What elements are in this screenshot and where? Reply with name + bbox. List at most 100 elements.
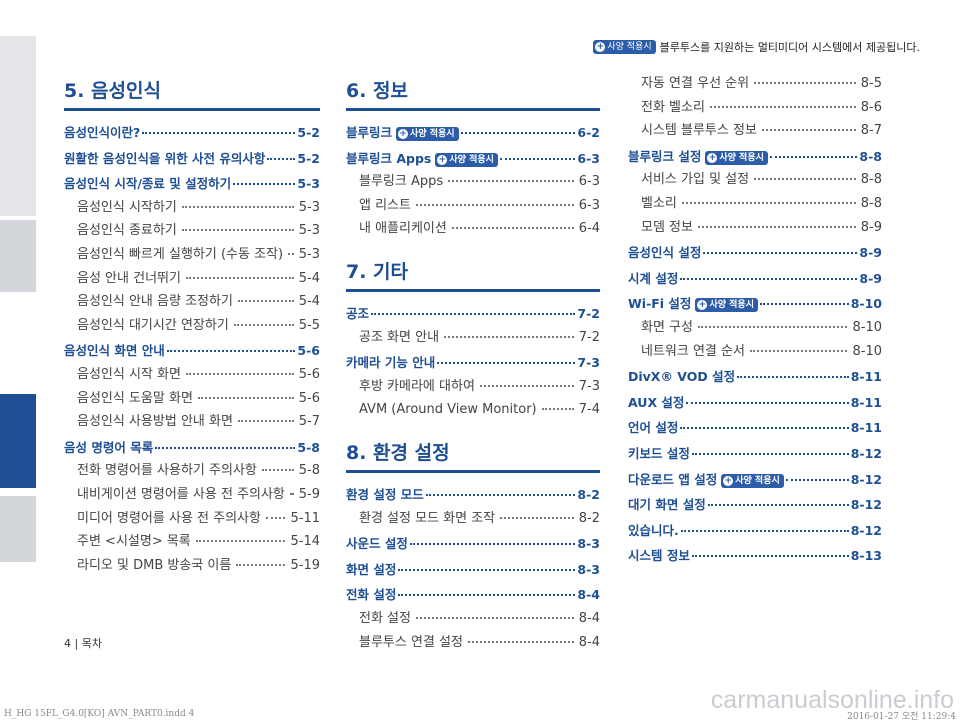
toc-heading[interactable]: AUX 설정 8-11 (628, 391, 882, 415)
toc-item[interactable]: 음성인식 빠르게 실행하기 (수동 조작) 5-3 (64, 243, 320, 267)
toc-item[interactable]: 전화 명령어를 사용하기 주의사항 5-8 (64, 459, 320, 483)
spec-badge: + 사양 적용시 (721, 473, 784, 488)
toc-item[interactable]: 앱 리스트 6-3 (346, 194, 600, 218)
toc-item[interactable]: 화면 구성 8-10 (628, 316, 882, 340)
toc-item[interactable]: 벨소리 8-8 (628, 192, 882, 216)
toc-heading[interactable]: 블루링크 Apps + 사양 적용시 6-3 (346, 147, 600, 171)
toc-item[interactable]: AVM (Around View Monitor) 7-4 (346, 398, 600, 422)
toc-heading[interactable]: 음성인식이란? 5-2 (64, 121, 320, 145)
toc-heading[interactable]: 카메라 기능 안내 7-3 (346, 351, 600, 375)
toc-item[interactable]: 음성인식 시작 화면 5-6 (64, 363, 320, 387)
toc-item[interactable]: 서비스 가입 및 설정 8-8 (628, 168, 882, 192)
badge-wrap: + 사양 적용시 (396, 127, 459, 141)
section-title: 7. 기타 (346, 257, 600, 292)
leader-dots (686, 400, 849, 404)
toc-entry-label: 음성 안내 건너뛰기 (77, 270, 181, 286)
toc-page-number: 8-5 (860, 76, 882, 91)
toc-entry-label: 언어 설정 (628, 420, 679, 436)
toc-entry-label: 전화 설정 (359, 610, 411, 626)
toc-heading[interactable]: 원활한 음성인식을 위한 사전 유의사항 5-2 (64, 147, 320, 171)
leader-dots (444, 334, 574, 338)
toc-item[interactable]: 공조 화면 안내 7-2 (346, 326, 600, 350)
toc-entry-label: 미디어 명령어를 사용 전 주의사항 (77, 510, 261, 526)
toc-item[interactable]: 네트워크 연결 순서 8-10 (628, 340, 882, 364)
toc-heading[interactable]: 대기 화면 설정 8-12 (628, 493, 882, 517)
toc-page-number: 8-8 (859, 148, 882, 164)
toc-heading[interactable]: 언어 설정 8-11 (628, 416, 882, 440)
toc-item[interactable]: 라디오 및 DMB 방송국 이름 5-19 (64, 554, 320, 578)
side-tab (0, 496, 36, 562)
toc-item[interactable]: 자동 연결 우선 순위 8-5 (628, 72, 882, 96)
leader-dots (709, 104, 856, 108)
toc-entry-label: 음성 명령어 목록 (64, 439, 154, 455)
toc-heading[interactable]: 다운로드 앱 설정 + 사양 적용시 8-12 (628, 468, 882, 492)
toc-item[interactable]: 음성 안내 건너뛰기 5-4 (64, 267, 320, 291)
leader-dots (499, 156, 576, 160)
toc-heading[interactable]: 키보드 설정 8-12 (628, 442, 882, 466)
toc-heading[interactable]: 공조 7-2 (346, 302, 600, 326)
toc-item[interactable]: 음성인식 안내 음량 조정하기 5-4 (64, 290, 320, 314)
toc-heading[interactable]: 블루링크 + 사양 적용시 6-2 (346, 121, 600, 145)
toc-item[interactable]: 내 애플리케이션 6-4 (346, 217, 600, 241)
toc-entry-label: DivX® VOD 설정 (628, 369, 736, 385)
toc-entry-label: 음성인식 종료하기 (77, 223, 177, 239)
toc-entry-label: AUX 설정 (628, 394, 685, 410)
leader-dots (185, 371, 294, 375)
toc-heading[interactable]: 음성인식 시작/종료 및 설정하기 5-3 (64, 172, 320, 196)
toc-item[interactable]: 모뎀 정보 8-9 (628, 216, 882, 240)
toc-page-number: 8-3 (577, 561, 600, 577)
toc-item[interactable]: 전화 설정 8-4 (346, 607, 600, 631)
toc-item[interactable]: 환경 설정 모드 화면 조작 8-2 (346, 507, 600, 531)
toc-heading[interactable]: DivX® VOD 설정 8-11 (628, 365, 882, 389)
toc-heading[interactable]: Wi-Fi 설정 + 사양 적용시 8-10 (628, 292, 882, 316)
toc-entry-label: 화면 구성 (641, 319, 693, 335)
toc-item[interactable]: 전화 벨소리 8-6 (628, 96, 882, 120)
toc-item[interactable]: 음성인식 도움말 화면 5-6 (64, 387, 320, 411)
toc-page-number: 8-13 (850, 548, 882, 564)
toc-entry-label: 앱 리스트 (359, 197, 411, 213)
leader-dots (754, 176, 856, 181)
toc-item[interactable]: 미디어 명령어를 사용 전 주의사항 5-11 (64, 507, 320, 531)
toc-heading[interactable]: 화면 설정 8-3 (346, 558, 600, 582)
toc-page-number: 8-4 (577, 587, 600, 603)
spec-badge: + 사양 적용시 (396, 127, 459, 141)
toc-item[interactable]: 주변 <시설명> 목록 5-14 (64, 530, 320, 554)
leader-dots (398, 567, 576, 571)
watermark: carmanualsonline.info (710, 686, 954, 714)
spec-badge: + 사양 적용시 (593, 40, 656, 54)
toc-heading[interactable]: 사운드 설정 8-3 (346, 532, 600, 556)
toc-heading[interactable]: 음성 명령어 목록 5-8 (64, 436, 320, 460)
toc-heading[interactable]: 있습니다. 8-12 (628, 519, 882, 543)
toc-item[interactable]: 음성인식 종료하기 5-3 (64, 219, 320, 243)
toc-item[interactable]: 블루투스 연결 설정 8-4 (346, 631, 600, 655)
toc-page-number: 8-11 (850, 420, 882, 436)
section-title: 6. 정보 (346, 76, 600, 111)
toc-page-number: 8-2 (578, 510, 600, 526)
toc-heading[interactable]: 환경 설정 모드 8-2 (346, 483, 600, 507)
toc-page-number: 6-2 (577, 125, 600, 140)
toc-heading[interactable]: 시계 설정 8-9 (628, 267, 882, 291)
toc-item[interactable]: 음성인식 사용방법 안내 화면 5-7 (64, 410, 320, 434)
toc-page-number: 8-9 (859, 270, 882, 286)
toc-heading[interactable]: 블루링크 설정 + 사양 적용시 8-8 (628, 145, 882, 169)
toc-heading[interactable]: 음성인식 설정 8-9 (628, 241, 882, 265)
leader-dots (181, 204, 294, 208)
badge-wrap: + 사양 적용시 (695, 298, 758, 313)
plus-icon: + (398, 129, 409, 139)
toc-item[interactable]: 후방 카메라에 대하여 7-3 (346, 375, 600, 399)
toc-entry-label: 환경 설정 모드 화면 조작 (359, 510, 496, 526)
toc-item[interactable]: 음성인식 대기시간 연장하기 5-5 (64, 314, 320, 338)
leader-dots (415, 615, 574, 619)
leader-dots (467, 639, 574, 643)
badge-text: 사양 적용시 (735, 475, 780, 486)
toc-item[interactable]: 내비게이션 명령어를 사용 전 주의사항 5-9 (64, 483, 320, 507)
toc-item[interactable]: 블루링크 Apps 6-3 (346, 170, 600, 194)
toc-heading[interactable]: 전화 설정 8-4 (346, 583, 600, 607)
toc-item[interactable]: 음성인식 시작하기 5-3 (64, 196, 320, 220)
toc-heading[interactable]: 시스템 정보 8-13 (628, 544, 882, 568)
toc-item[interactable]: 시스템 블루투스 정보 8-7 (628, 119, 882, 143)
toc-entry-label: 블루투스 연결 설정 (359, 634, 463, 650)
toc-page-number: 8-9 (860, 219, 882, 235)
toc-heading[interactable]: 음성인식 화면 안내 5-6 (64, 339, 320, 363)
badge-text: 사양 적용시 (410, 129, 455, 139)
